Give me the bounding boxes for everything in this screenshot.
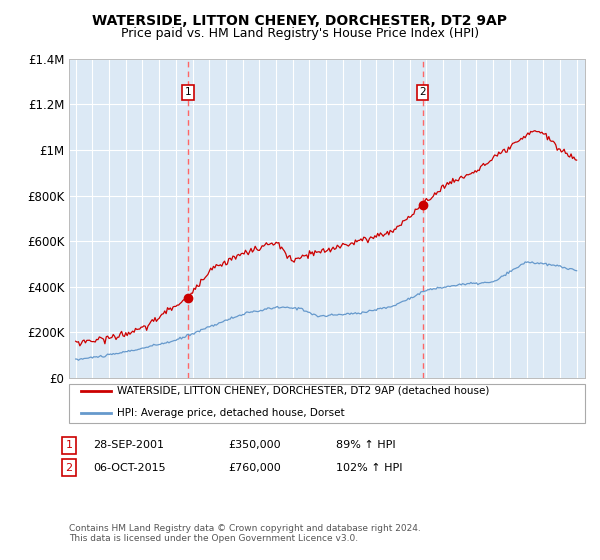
Text: 89% ↑ HPI: 89% ↑ HPI [336,440,395,450]
Text: 28-SEP-2001: 28-SEP-2001 [93,440,164,450]
Text: 06-OCT-2015: 06-OCT-2015 [93,463,166,473]
Text: 1: 1 [65,440,73,450]
Text: 102% ↑ HPI: 102% ↑ HPI [336,463,403,473]
Text: HPI: Average price, detached house, Dorset: HPI: Average price, detached house, Dors… [117,408,344,418]
Text: £760,000: £760,000 [228,463,281,473]
Text: WATERSIDE, LITTON CHENEY, DORCHESTER, DT2 9AP (detached house): WATERSIDE, LITTON CHENEY, DORCHESTER, DT… [117,386,490,396]
Text: £350,000: £350,000 [228,440,281,450]
Text: WATERSIDE, LITTON CHENEY, DORCHESTER, DT2 9AP: WATERSIDE, LITTON CHENEY, DORCHESTER, DT… [92,14,508,28]
Text: 1: 1 [185,87,192,97]
Text: Price paid vs. HM Land Registry's House Price Index (HPI): Price paid vs. HM Land Registry's House … [121,27,479,40]
Text: Contains HM Land Registry data © Crown copyright and database right 2024.
This d: Contains HM Land Registry data © Crown c… [69,524,421,543]
Text: 2: 2 [65,463,73,473]
Text: 2: 2 [419,87,426,97]
